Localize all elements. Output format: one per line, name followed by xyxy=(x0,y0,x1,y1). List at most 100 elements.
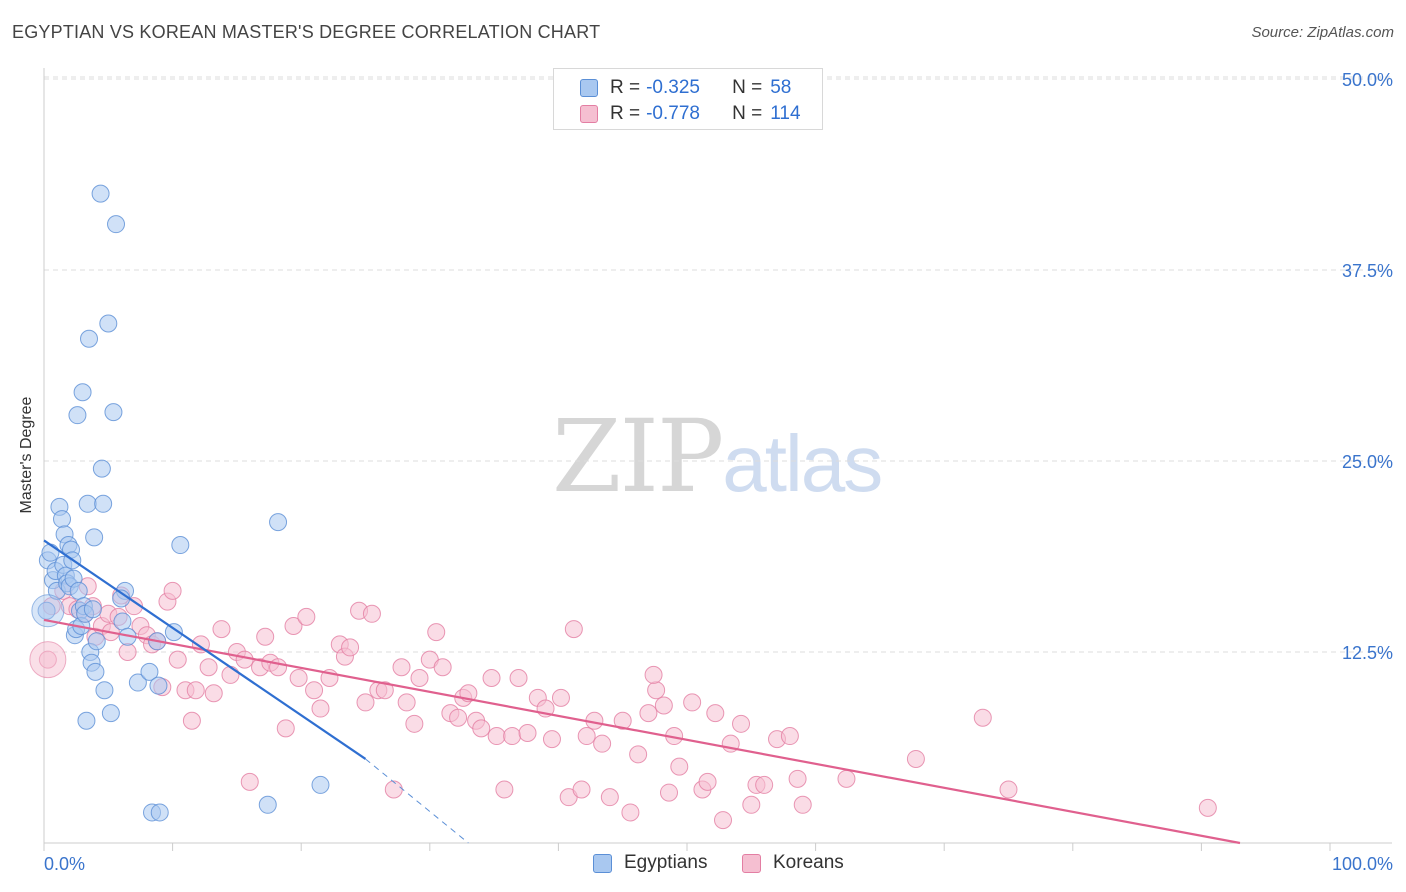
korean-point xyxy=(472,719,491,738)
legend-row-egyptians: R = -0.325 N = 58 xyxy=(580,77,791,99)
korean-cluster-point xyxy=(29,641,67,679)
egyptian-point xyxy=(85,528,104,547)
legend-n-value: 58 xyxy=(770,77,792,98)
korean-point xyxy=(613,711,632,730)
korean-point xyxy=(356,693,375,712)
korean-point xyxy=(621,803,640,822)
bottom-legend-swatch-egyptians xyxy=(593,853,612,873)
korean-point xyxy=(482,668,501,687)
egyptian-point xyxy=(68,406,87,425)
watermark: ZIPatlas xyxy=(552,398,883,515)
egyptian-point xyxy=(149,676,168,695)
korean-point xyxy=(375,681,394,700)
egyptian-point xyxy=(164,623,183,642)
egyptian-point xyxy=(83,600,102,619)
korean-point xyxy=(311,699,330,718)
bottom-legend-egyptians: Egyptians xyxy=(593,852,707,874)
korean-point xyxy=(235,650,254,669)
korean-point xyxy=(788,769,807,788)
korean-trend-line xyxy=(43,618,1241,845)
egyptian-point xyxy=(86,662,105,681)
egyptian-point xyxy=(77,711,96,730)
y-tick-label: 37.5% xyxy=(1342,261,1393,281)
egyptian-point xyxy=(107,215,126,234)
korean-point xyxy=(256,627,275,646)
korean-point xyxy=(212,620,231,639)
bottom-legend-label-koreans: Koreans xyxy=(773,852,844,873)
korean-point xyxy=(742,795,761,814)
x-tick-label: 100.0% xyxy=(1332,854,1393,874)
watermark-zip: ZIP xyxy=(552,398,724,515)
legend-swatch-koreans xyxy=(580,105,598,123)
korean-point xyxy=(397,693,416,712)
bottom-legend-koreans: Koreans xyxy=(742,852,844,874)
korean-point xyxy=(683,693,702,712)
korean-point xyxy=(495,780,514,799)
korean-point xyxy=(542,730,561,749)
egyptian-point xyxy=(269,513,288,532)
korean-point xyxy=(362,604,381,623)
egyptian-point xyxy=(80,329,99,348)
egyptian-point xyxy=(87,632,106,651)
korean-point xyxy=(973,708,992,727)
legend-row-koreans: R = -0.778 N = 114 xyxy=(580,103,801,125)
korean-point xyxy=(732,714,751,733)
korean-point xyxy=(644,665,663,684)
korean-point xyxy=(1198,798,1217,817)
korean-point xyxy=(163,581,182,600)
korean-point xyxy=(659,783,678,802)
korean-point xyxy=(449,708,468,727)
korean-point xyxy=(392,658,411,677)
korean-point xyxy=(551,688,570,707)
korean-point xyxy=(509,668,528,687)
korean-point xyxy=(341,638,360,657)
bottom-legend-swatch-koreans xyxy=(742,853,761,873)
egyptian-point xyxy=(311,775,330,794)
korean-point xyxy=(204,684,223,703)
legend-r-value: -0.778 xyxy=(646,103,700,124)
egyptian-point xyxy=(258,795,277,814)
egyptian-point xyxy=(78,494,97,513)
egyptian-point xyxy=(53,510,72,529)
egyptian-point xyxy=(150,803,169,822)
egyptian-point xyxy=(140,662,159,681)
y-axis-label: Master's Degree xyxy=(18,396,35,514)
chart-title: EGYPTIAN VS KOREAN MASTER'S DEGREE CORRE… xyxy=(12,22,601,42)
korean-point xyxy=(289,668,308,687)
korean-point xyxy=(706,704,725,723)
egyptian-point xyxy=(92,459,111,478)
korean-point xyxy=(577,727,596,746)
korean-point xyxy=(654,696,673,715)
y-tick-label: 50.0% xyxy=(1342,70,1393,90)
legend-swatch-egyptians xyxy=(580,79,598,97)
korean-point xyxy=(305,681,324,700)
korean-point xyxy=(593,734,612,753)
legend-n-value: 114 xyxy=(770,103,801,124)
legend: R = -0.325 N = 58 R = -0.778 N = 114 xyxy=(553,68,823,130)
korean-point xyxy=(297,607,316,626)
egyptian-point xyxy=(73,383,92,402)
korean-point xyxy=(410,668,429,687)
korean-point xyxy=(572,780,591,799)
egyptian-point xyxy=(99,314,118,333)
korean-point xyxy=(647,681,666,700)
korean-point xyxy=(427,623,446,642)
egyptian-trend-extension xyxy=(365,758,469,844)
korean-point xyxy=(670,757,689,776)
legend-r-label: R = xyxy=(610,77,641,98)
egyptian-point xyxy=(41,543,60,562)
korean-point xyxy=(780,727,799,746)
egyptian-point xyxy=(94,494,113,513)
korean-point xyxy=(639,704,658,723)
egyptian-point xyxy=(91,184,110,203)
egyptian-point xyxy=(171,536,190,555)
korean-point xyxy=(118,643,137,661)
egyptian-point xyxy=(95,681,114,700)
chart-source: Source: ZipAtlas.com xyxy=(1251,24,1394,41)
egyptian-point xyxy=(113,612,132,631)
watermark-atlas: atlas xyxy=(722,419,883,508)
legend-n-label: N = xyxy=(732,103,763,124)
korean-point xyxy=(269,658,288,677)
egyptian-point xyxy=(37,601,56,620)
korean-point xyxy=(186,681,205,700)
